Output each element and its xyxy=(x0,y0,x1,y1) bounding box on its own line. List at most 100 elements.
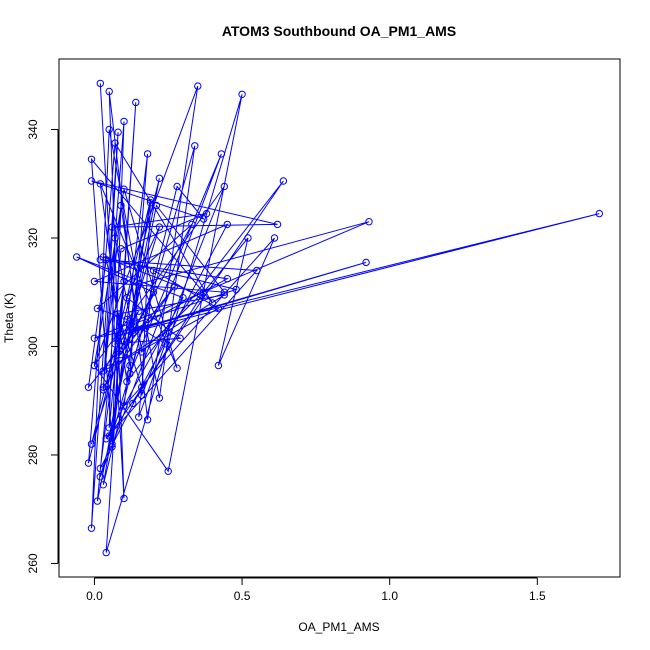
data-point xyxy=(87,155,96,164)
data-point xyxy=(111,234,119,242)
data-point xyxy=(108,440,116,448)
data-point xyxy=(232,285,240,294)
data-point xyxy=(87,440,96,448)
x-tick-label: 1.5 xyxy=(529,589,546,603)
data-point xyxy=(96,464,105,473)
data-point xyxy=(143,416,152,424)
data-point xyxy=(105,87,113,96)
data-point xyxy=(365,218,373,226)
data-point xyxy=(99,481,108,489)
data-point xyxy=(152,201,161,210)
data-point xyxy=(253,266,261,275)
data-point xyxy=(595,209,603,218)
data-point xyxy=(138,391,146,399)
data-point xyxy=(120,117,128,126)
data-point xyxy=(279,177,288,185)
data-point xyxy=(73,253,81,261)
data-point xyxy=(84,383,93,391)
data-point xyxy=(120,494,128,503)
data-point xyxy=(114,310,122,318)
data-point xyxy=(96,180,105,188)
data-point xyxy=(208,299,217,307)
data-point xyxy=(362,258,370,267)
data-point xyxy=(102,548,110,557)
data-point xyxy=(223,220,232,229)
data-point xyxy=(87,524,96,532)
data-point xyxy=(220,291,229,299)
data-point xyxy=(99,386,108,394)
x-axis: 0.0 0.5 1.0 1.5 xyxy=(86,577,546,603)
data-point xyxy=(164,467,172,475)
y-tick-label: 280 xyxy=(26,445,40,465)
data-point xyxy=(223,275,232,283)
data-point xyxy=(135,413,143,421)
data-point xyxy=(244,234,252,242)
data-point xyxy=(90,361,99,370)
data-point xyxy=(102,435,110,443)
data-point xyxy=(96,473,105,481)
data-point xyxy=(173,182,181,191)
data-point xyxy=(132,98,140,107)
data-point xyxy=(120,402,128,410)
data-point xyxy=(120,277,128,286)
data-point xyxy=(149,266,158,275)
data-point xyxy=(138,383,146,391)
data-point xyxy=(105,125,113,134)
data-point xyxy=(135,280,143,288)
data-point xyxy=(161,340,170,348)
y-axis-title: Theta (K) xyxy=(2,293,16,343)
y-tick-label: 300 xyxy=(26,336,40,356)
x-axis-title: OA_PM1_AMS xyxy=(298,620,379,634)
data-point xyxy=(117,201,125,210)
data-point xyxy=(214,361,223,370)
y-axis: 260 280 300 320 340 xyxy=(26,119,59,573)
y-tick-label: 320 xyxy=(26,228,40,248)
data-point xyxy=(270,234,279,242)
data-point xyxy=(179,294,187,302)
chart-title: ATOM3 Southbound OA_PM1_AMS xyxy=(222,23,456,39)
series-layer xyxy=(73,79,603,557)
data-point xyxy=(138,348,146,356)
x-tick-label: 1.0 xyxy=(381,589,398,603)
data-point xyxy=(217,150,226,158)
data-point xyxy=(149,288,158,296)
data-point xyxy=(87,177,96,185)
data-point xyxy=(143,150,152,158)
data-point xyxy=(220,182,229,191)
data-point xyxy=(93,304,102,313)
data-point xyxy=(84,459,93,467)
data-point xyxy=(99,383,108,391)
data-point xyxy=(155,174,164,183)
x-tick-label: 0.5 xyxy=(234,589,251,603)
data-point xyxy=(123,378,131,386)
data-point xyxy=(123,315,131,324)
data-point xyxy=(214,304,223,313)
data-point xyxy=(220,288,229,296)
data-point xyxy=(238,90,246,99)
data-point xyxy=(188,220,196,229)
data-point xyxy=(99,367,108,375)
data-point xyxy=(120,185,128,193)
data-point xyxy=(191,142,199,150)
data-point xyxy=(105,364,113,372)
data-point xyxy=(90,277,99,286)
data-point xyxy=(146,199,155,207)
data-point xyxy=(93,497,102,505)
data-point xyxy=(135,307,143,315)
data-point xyxy=(105,424,113,432)
data-point xyxy=(170,283,178,291)
data-point xyxy=(108,223,116,231)
data-point xyxy=(108,443,116,451)
plot-frame xyxy=(58,58,621,578)
data-point xyxy=(129,329,137,337)
data-point xyxy=(102,256,110,264)
data-point xyxy=(96,79,105,88)
data-point xyxy=(123,294,131,302)
data-point xyxy=(173,364,181,372)
data-point xyxy=(111,340,119,348)
data-point xyxy=(146,196,155,204)
data-point xyxy=(114,331,122,340)
y-tick-label: 260 xyxy=(26,553,40,573)
data-point xyxy=(117,350,125,359)
